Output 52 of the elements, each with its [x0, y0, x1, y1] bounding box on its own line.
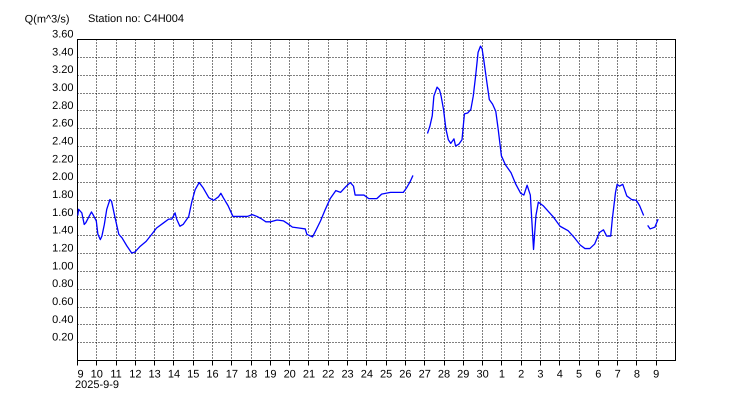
x-tick-label: 29 [457, 368, 470, 380]
y-tick-label: 2.80 [52, 100, 74, 112]
x-tick-label: 24 [360, 368, 373, 380]
x-tick-label: 9 [78, 368, 84, 380]
x-tick-label: 3 [537, 368, 544, 380]
x-tick-label: 17 [226, 368, 238, 380]
y-tick-label: 0.40 [52, 314, 74, 326]
y-tick-label: 3.60 [52, 28, 74, 40]
x-tick-label: 7 [614, 368, 621, 380]
x-tick-label: 6 [595, 368, 602, 380]
x-tick-label: 25 [380, 368, 392, 380]
x-tick-label: 8 [634, 368, 640, 380]
x-tick-label: 19 [264, 368, 277, 380]
x-tick-label: 26 [399, 368, 412, 380]
y-tick-label: 0.80 [52, 278, 74, 290]
x-tick-label: 5 [576, 368, 582, 380]
x-tick-label: 28 [438, 368, 450, 380]
x-tick-label: 30 [476, 368, 489, 380]
y-tick-label: 0.20 [52, 332, 74, 344]
y-tick-label: 2.40 [52, 136, 74, 148]
x-tick-label: 12 [129, 368, 142, 380]
x-tick-label: 20 [284, 368, 296, 380]
x-tick-label: 9 [653, 368, 660, 380]
x-tick-label: 18 [244, 368, 258, 380]
x-tick-label: 22 [322, 368, 334, 380]
y-tick-label: 2.00 [52, 171, 74, 184]
x-tick-label: 21 [302, 368, 316, 380]
y-axis-title: Q(m^3/s) [24, 14, 70, 26]
x-tick-label: 23 [341, 368, 354, 380]
y-tick-label: 1.60 [52, 206, 74, 219]
x-tick-label: 10 [90, 368, 103, 380]
y-tick-label: 2.60 [52, 118, 74, 130]
y-tick-label: 1.40 [52, 224, 74, 237]
y-tick-label: 3.40 [52, 46, 74, 58]
x-tick-label: 4 [556, 368, 563, 380]
y-tick-label: 3.20 [52, 64, 74, 76]
text: 2025-9-9 [75, 379, 120, 391]
y-tick-label: 1.20 [52, 242, 74, 254]
y-tick-label: 3.00 [52, 82, 74, 94]
x-tick-label: 15 [187, 368, 200, 380]
chart-title: Station no: C4H004 [88, 13, 184, 25]
y-tick-label: 2.20 [52, 153, 74, 166]
x-tick-label: 2 [518, 368, 524, 380]
y-tick-label: 0.60 [52, 296, 74, 308]
x-tick-label: 16 [206, 368, 219, 380]
x-tick-label: 27 [418, 368, 431, 380]
y-tick-label: 1.80 [52, 189, 74, 201]
x-tick-label: 14 [168, 368, 180, 380]
x-tick-label: 1 [498, 368, 505, 380]
x-tick-label: 11 [110, 368, 122, 380]
y-tick-label: 1.00 [52, 260, 74, 272]
x-tick-label: 13 [148, 368, 161, 380]
